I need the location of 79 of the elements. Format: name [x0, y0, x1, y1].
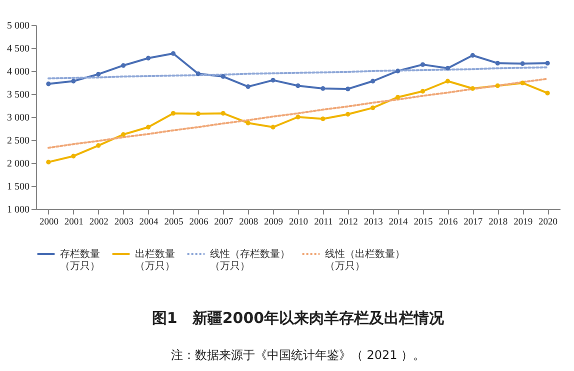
point — [395, 68, 400, 74]
x-tick-label: 2009 — [264, 218, 284, 228]
point — [320, 116, 326, 122]
legend-label: 线性（存栏数量）（万只） — [210, 248, 290, 272]
y-tick-label: 4 500 — [7, 44, 30, 54]
point — [96, 72, 101, 77]
x-tick-label: 2002 — [89, 218, 109, 228]
y-tick-label: 2 500 — [7, 136, 30, 146]
legend-label: 出栏数量（万只） — [135, 248, 175, 272]
x-tick-label: 2011 — [314, 218, 334, 228]
x-tick-label: 2012 — [338, 218, 358, 228]
x-tick-label: 2013 — [364, 218, 384, 228]
y-tick-label: 1 500 — [7, 182, 30, 192]
point — [96, 143, 101, 148]
point — [246, 84, 250, 89]
x-tick-label: 2005 — [164, 218, 184, 228]
point — [246, 120, 250, 126]
point — [196, 71, 201, 76]
point — [196, 111, 201, 116]
point — [545, 90, 550, 96]
text: 图1 新疆2000年以来肉羊存栏及出栏情况 — [152, 309, 446, 327]
y-tick-label: 3 500 — [7, 90, 30, 100]
point — [370, 78, 376, 84]
point — [370, 105, 376, 110]
legend-label: 存栏数量（万只） — [60, 248, 100, 272]
point — [420, 88, 426, 94]
point — [320, 86, 326, 91]
point — [520, 61, 525, 66]
point — [146, 124, 151, 130]
point — [520, 80, 525, 86]
x-tick-label: 2008 — [239, 218, 258, 228]
point — [470, 53, 476, 58]
point — [120, 63, 126, 68]
x-tick-label: 2015 — [414, 218, 434, 228]
x-tick-label: 2020 — [538, 218, 558, 228]
point — [120, 132, 126, 137]
point — [71, 154, 76, 158]
x-tick-label: 2010 — [289, 218, 308, 228]
point — [46, 82, 51, 86]
point — [296, 83, 300, 88]
y-tick-label: 3 000 — [7, 112, 30, 124]
point — [170, 51, 176, 56]
point — [170, 110, 176, 116]
point — [71, 78, 76, 84]
point — [545, 60, 550, 66]
point — [270, 78, 276, 83]
point — [445, 66, 450, 71]
point — [495, 83, 500, 88]
text: 注：数据来源于《中国统计年鉴》（ 2021 ）。 — [170, 348, 426, 362]
point — [445, 78, 450, 84]
x-tick-label: 2000 — [39, 218, 59, 228]
x-tick-label: 2014 — [388, 218, 408, 228]
point — [470, 86, 476, 91]
line-series — [47, 78, 549, 149]
point — [395, 94, 400, 100]
x-tick-label: 2017 — [464, 218, 483, 228]
y-tick-label: 1 000 — [7, 204, 30, 216]
x-tick-label: 2006 — [189, 218, 208, 228]
x-tick-label: 2007 — [214, 218, 234, 228]
point — [296, 114, 300, 120]
x-tick-label: 2019 — [514, 218, 533, 228]
point — [46, 160, 51, 164]
x-tick-label: 2004 — [139, 218, 159, 228]
point — [495, 60, 500, 66]
y-tick-label: 4 000 — [7, 66, 30, 78]
y-tick-label: 5 000 — [7, 20, 30, 32]
point — [346, 86, 350, 92]
point — [270, 124, 276, 130]
x-tick-label: 2018 — [488, 218, 508, 228]
point — [220, 74, 226, 79]
x-tick-label: 2016 — [438, 218, 458, 228]
point — [146, 56, 151, 60]
point — [346, 112, 350, 117]
point — [420, 62, 426, 67]
x-tick-label: 2001 — [64, 218, 84, 228]
legend-label: 线性（出栏数量）（万只） — [325, 248, 405, 272]
y-tick-label: 2 000 — [7, 158, 30, 170]
x-tick-label: 2003 — [114, 218, 134, 228]
point — [220, 110, 226, 116]
